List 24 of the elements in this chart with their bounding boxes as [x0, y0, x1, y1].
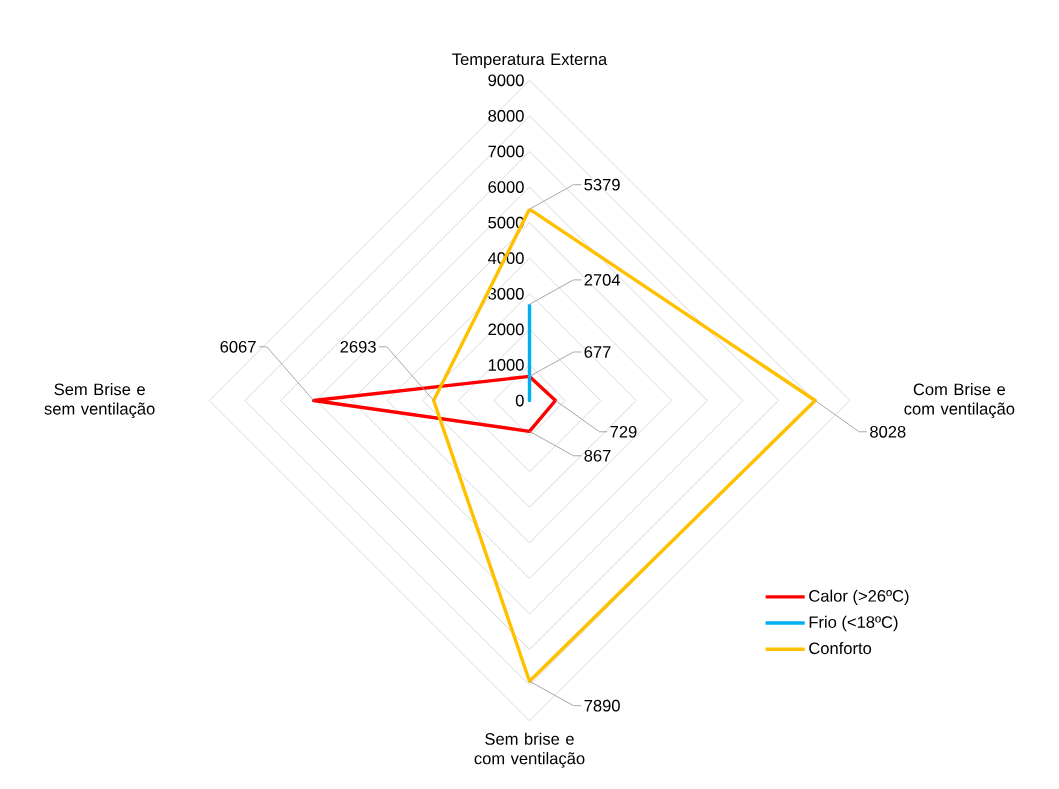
spoke-label: Sem brise e com ventilação: [474, 732, 585, 768]
data-label: 8028: [870, 425, 906, 438]
data-label: 677: [584, 345, 611, 358]
data-label: 6067: [220, 340, 256, 353]
spoke-label: Sem Brise e sem ventilação: [44, 382, 155, 418]
data-label: 729: [610, 425, 637, 438]
legend-label: Calor (>26ºC): [809, 589, 909, 605]
spoke-label: Com Brise e com ventilação: [904, 382, 1015, 418]
data-label: 7890: [584, 699, 620, 712]
y-tick-label: 1000: [488, 358, 524, 371]
data-label: 5379: [584, 178, 620, 191]
data-label: 2693: [340, 340, 376, 353]
legend-label: Conforto: [809, 641, 872, 654]
data-label: 867: [584, 449, 611, 462]
legend-label: Frio (<18ºC): [809, 615, 898, 632]
y-tick-label: 8000: [488, 109, 524, 122]
y-tick-label: 0: [515, 394, 524, 407]
data-label: 2704: [584, 273, 621, 286]
y-tick-label: 9000: [488, 74, 524, 86]
y-tick-label: 2000: [488, 323, 524, 336]
y-tick-label: 6000: [488, 181, 524, 193]
spoke-label: Temperatura Externa: [452, 53, 608, 69]
y-tick-label: 3000: [488, 287, 524, 300]
y-tick-label: 7000: [488, 145, 524, 158]
